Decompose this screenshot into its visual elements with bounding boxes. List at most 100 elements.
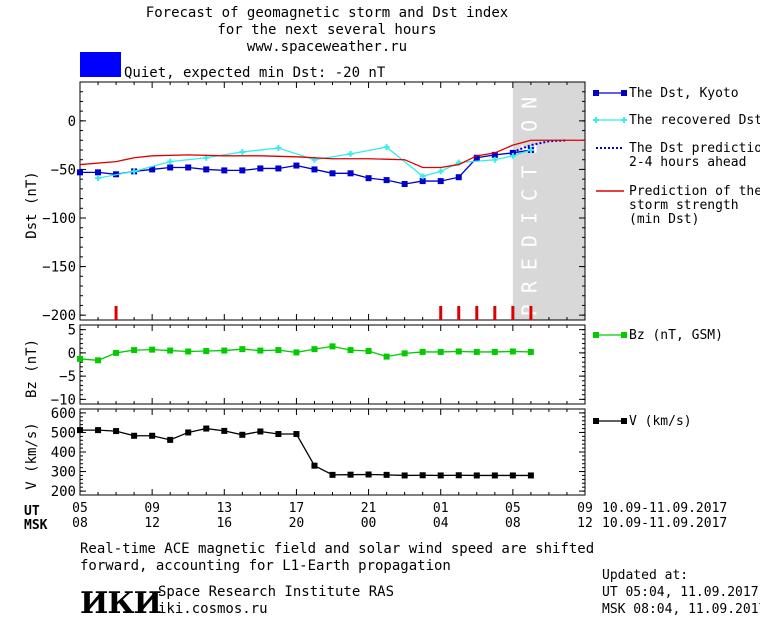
y-tick-label: 600 <box>51 406 76 422</box>
data-point <box>221 427 228 434</box>
date-range-msk: 10.09-11.09.2017 <box>602 516 727 531</box>
prediction-label: PREDICTION <box>517 86 541 316</box>
date-range-ut: 10.09-11.09.2017 <box>602 501 727 516</box>
data-point <box>149 432 156 439</box>
data-point <box>203 166 210 173</box>
panel-frame <box>79 408 586 496</box>
data-point <box>383 144 390 151</box>
data-point <box>167 158 174 165</box>
data-point <box>239 346 246 353</box>
data-point <box>167 164 174 171</box>
msk-label: MSK <box>24 518 48 533</box>
ut-tick-label: 13 <box>216 501 232 516</box>
data-point <box>383 471 390 478</box>
data-point <box>401 472 408 479</box>
y-tick-label: −5 <box>59 369 76 385</box>
data-point <box>509 152 516 159</box>
msk-tick-label: 12 <box>144 516 160 531</box>
data-point <box>491 151 498 158</box>
data-point <box>401 181 408 187</box>
y-tick-label: −200 <box>42 308 76 324</box>
title-line-2: for the next several hours <box>217 22 436 38</box>
data-point <box>527 348 534 355</box>
legend-label: 2-4 hours ahead <box>629 155 746 170</box>
data-point <box>311 462 318 469</box>
ut-tick-label: 05 <box>72 501 88 516</box>
legend-label: The Dst, Kyoto <box>629 86 739 101</box>
data-point <box>95 357 102 364</box>
y-tick-label: −100 <box>42 211 76 227</box>
data-point <box>473 348 480 355</box>
data-point <box>275 165 282 172</box>
legend-marker <box>621 90 627 96</box>
title-line-3: www.spaceweather.ru <box>247 39 407 55</box>
data-point <box>167 347 174 354</box>
y-tick-label: −50 <box>51 162 76 178</box>
dst-panel: PREDICTION 0 −50 −100 −150 −200 Dst (nT) <box>24 81 586 324</box>
updated-label: Updated at: <box>602 568 689 583</box>
legend-label: Bz (nT, GSM) <box>629 328 723 343</box>
msk-tick-label: 08 <box>72 516 88 531</box>
legend-marker <box>593 332 599 338</box>
data-point <box>527 147 534 153</box>
data-point <box>113 349 120 356</box>
legend: The Dst, Kyoto The recovered Dst The Dst p… <box>593 86 760 429</box>
data-point <box>203 425 210 432</box>
legend-label: The Dst prediction <box>629 141 760 156</box>
legend-label: V (km/s) <box>629 414 692 429</box>
data-point <box>95 175 102 182</box>
ut-tick-label: 05 <box>505 501 521 516</box>
data-point <box>473 472 480 479</box>
legend-marker <box>621 332 627 338</box>
data-point <box>131 168 138 175</box>
legend-label: Prediction of the <box>629 184 760 199</box>
data-point <box>221 347 228 354</box>
data-point <box>455 174 462 181</box>
legend-marker <box>593 117 627 123</box>
y-tick-label: 300 <box>51 465 76 481</box>
legend-marker <box>593 418 599 424</box>
institute-name: Space Research Institute RAS <box>158 584 395 600</box>
data-point <box>167 436 174 443</box>
ut-tick-label: 17 <box>289 501 305 516</box>
data-point <box>311 166 318 173</box>
bz-panel: 5 0 −5 −10 Bz (nT) <box>24 323 586 408</box>
data-point <box>77 427 83 434</box>
panel-frame <box>79 324 586 405</box>
msk-tick-label: 12 <box>577 516 593 531</box>
note-line-1: Real-time ACE magnetic field and solar w… <box>80 541 595 557</box>
data-point <box>257 428 264 435</box>
data-point <box>275 145 282 152</box>
data-point <box>203 348 210 355</box>
institute-site[interactable]: iki.cosmos.ru <box>158 601 268 617</box>
y-axis-label: V (km/s) <box>24 422 40 489</box>
data-point <box>329 170 336 177</box>
data-point <box>437 168 444 175</box>
y-tick-label: 0 <box>68 346 76 362</box>
msk-tick-label: 00 <box>361 516 377 531</box>
data-point <box>329 343 336 350</box>
data-point <box>95 427 102 434</box>
ut-tick-label: 21 <box>361 501 377 516</box>
series-line <box>79 139 585 169</box>
updated-ut: UT 05:04, 11.09.2017 <box>602 585 759 600</box>
panel-frame <box>79 81 586 321</box>
msk-tick-label: 20 <box>289 516 305 531</box>
data-point <box>347 150 354 157</box>
data-point <box>293 431 300 438</box>
updated-msk: MSK 08:04, 11.09.2017 <box>602 602 760 617</box>
data-point <box>509 348 516 355</box>
data-point <box>365 175 372 182</box>
legend-marker <box>593 90 599 96</box>
y-tick-label: 500 <box>51 425 76 441</box>
y-tick-label: −10 <box>51 392 76 408</box>
data-point <box>275 347 282 354</box>
msk-tick-label: 04 <box>433 516 449 531</box>
data-point <box>437 348 444 355</box>
status-text: Quiet, expected min Dst: -20 nT <box>124 65 386 81</box>
data-point <box>455 472 462 479</box>
data-point <box>95 169 102 176</box>
data-point <box>347 471 354 478</box>
